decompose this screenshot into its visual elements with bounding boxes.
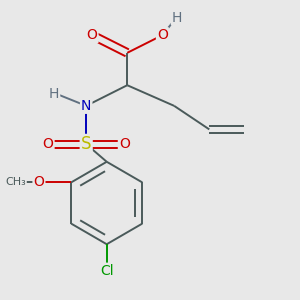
- Text: N: N: [81, 99, 92, 113]
- Text: O: O: [119, 137, 130, 151]
- Text: Cl: Cl: [100, 264, 113, 278]
- Text: S: S: [81, 135, 92, 153]
- Text: O: O: [157, 28, 168, 42]
- Text: H: H: [49, 87, 59, 101]
- Text: CH₃: CH₃: [5, 177, 26, 188]
- Text: O: O: [34, 176, 44, 189]
- Text: O: O: [43, 137, 53, 151]
- Text: H: H: [172, 11, 182, 25]
- Text: O: O: [87, 28, 98, 42]
